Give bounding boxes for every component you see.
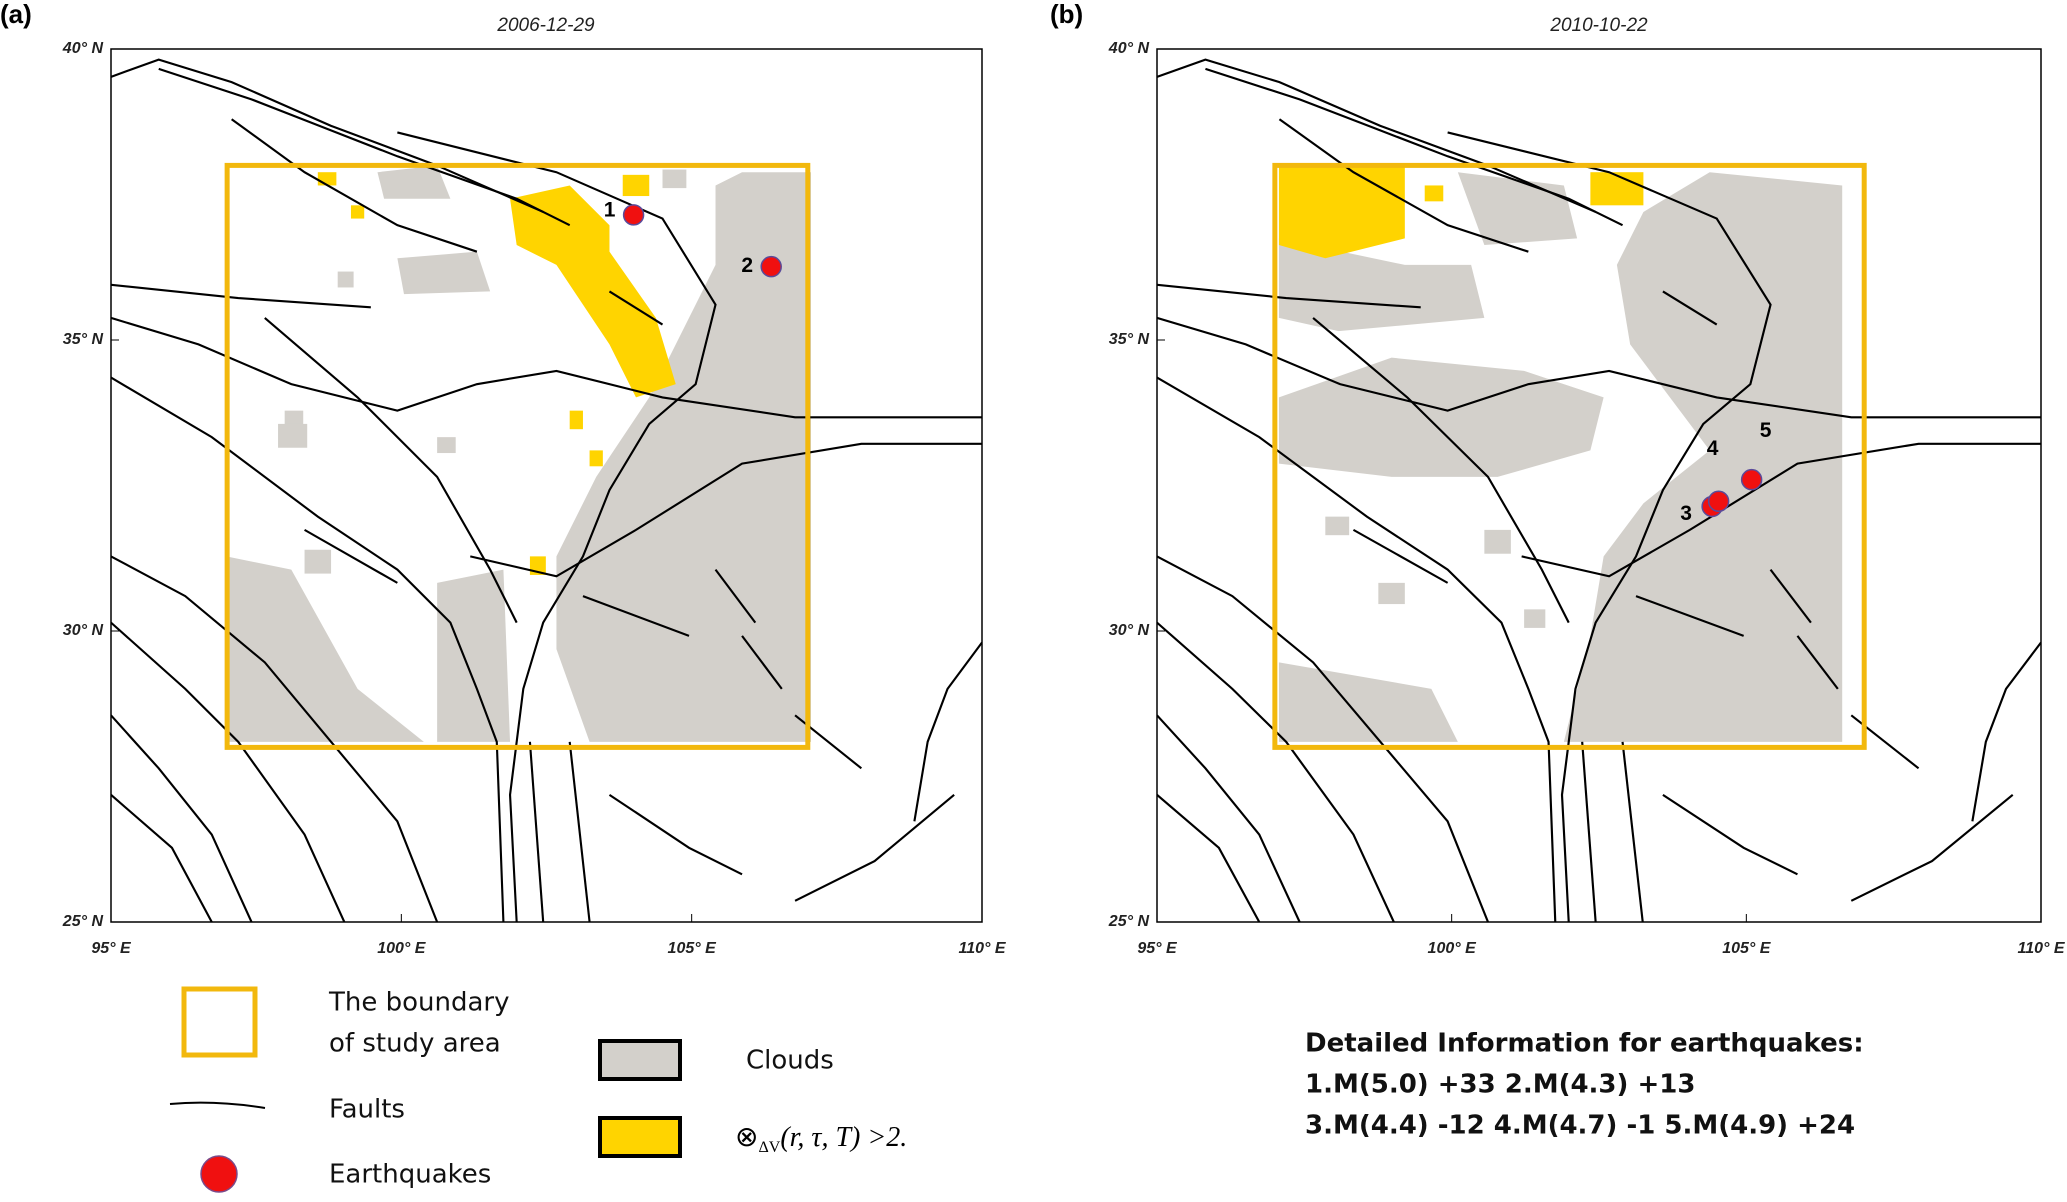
study-area (1272, 162, 1867, 750)
index-symbol: ⊗ (735, 1122, 758, 1153)
y-tick-label: 40° N (1108, 40, 1150, 57)
legend-boundary-swatch (181, 986, 258, 1058)
legend-label: ⊗ΔV(r, τ, T) >2. (735, 1122, 907, 1155)
earthquake (1740, 468, 1763, 491)
legend-fault-swatch (169, 1101, 266, 1109)
legend-label: of study area (329, 1029, 501, 1059)
legend-earthquake-swatch (200, 1155, 238, 1193)
x-tick-label: 105° E (668, 940, 718, 957)
x-tick-label: 100° E (1428, 940, 1478, 957)
panel-label: (a) (0, 0, 32, 29)
legend-label: The boundary (328, 988, 510, 1018)
x-tick-label: 95° E (1137, 940, 1178, 957)
y-tick-label: 25° N (1108, 913, 1150, 930)
y-tick-label: 35° N (1109, 331, 1150, 348)
panel-date: 2010-10-22 (1549, 15, 1648, 36)
y-tick-label: 25° N (62, 913, 104, 930)
info-title: Detailed Information for earthquakes: (1305, 1029, 1864, 1059)
earthquake-label: 4 (1707, 437, 1719, 460)
plot-frame (110, 48, 983, 923)
info-line: 1.M(5.0) +33 2.M(4.3) +13 (1305, 1070, 1695, 1100)
legend-label: Clouds (746, 1046, 834, 1076)
study-area (224, 162, 811, 750)
y-tick-label: 40° N (62, 40, 104, 57)
panel-label: (b) (1050, 0, 1083, 29)
plot-frame (1156, 48, 2042, 923)
cover-layer (1278, 165, 1843, 742)
legend-cloud-swatch (598, 1039, 682, 1081)
x-tick-label: 110° E (2017, 940, 2065, 957)
x-tick-label: 105° E (1722, 940, 1772, 957)
earthquake (1707, 490, 1730, 512)
earthquake-label: 2 (741, 254, 753, 277)
y-tick-label: 30° N (1109, 622, 1150, 639)
earthquake-label: 5 (1760, 419, 1772, 442)
y-tick-label: 30° N (63, 622, 104, 639)
x-tick-label: 110° E (958, 940, 1006, 957)
legend-index-swatch (598, 1116, 682, 1158)
y-tick-label: 35° N (63, 331, 104, 348)
faults (111, 58, 982, 922)
earthquake (622, 204, 645, 226)
info-line: 3.M(4.4) -12 4.M(4.7) -1 5.M(4.9) +24 (1305, 1111, 1855, 1141)
index-subscript: ΔV (758, 1139, 780, 1156)
earthquake-label: 3 (1680, 502, 1692, 525)
earthquake (760, 255, 782, 278)
x-tick-label: 95° E (91, 940, 132, 957)
x-tick-label: 100° E (377, 940, 427, 957)
panel-date: 2006-12-29 (496, 15, 595, 36)
index-args: (r, τ, T) >2. (780, 1122, 907, 1153)
cover-layer (226, 165, 811, 742)
legend-label: Earthquakes (329, 1160, 491, 1190)
legend-label: Faults (329, 1095, 405, 1125)
earthquake-label: 1 (604, 198, 616, 221)
